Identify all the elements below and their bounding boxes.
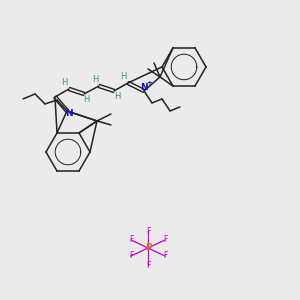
Text: H: H [114,92,120,101]
Text: F: F [163,236,167,244]
Text: F: F [146,260,150,269]
Text: H: H [61,78,67,87]
Text: P: P [145,244,151,253]
Text: F: F [129,251,133,260]
Text: N: N [65,110,73,118]
Text: H: H [92,75,98,84]
Text: F: F [163,251,167,260]
Text: F: F [129,236,133,244]
Text: N: N [140,83,148,92]
Text: H: H [120,72,126,81]
Text: F: F [146,226,150,236]
Text: H: H [83,95,89,104]
Text: +: + [146,80,152,86]
